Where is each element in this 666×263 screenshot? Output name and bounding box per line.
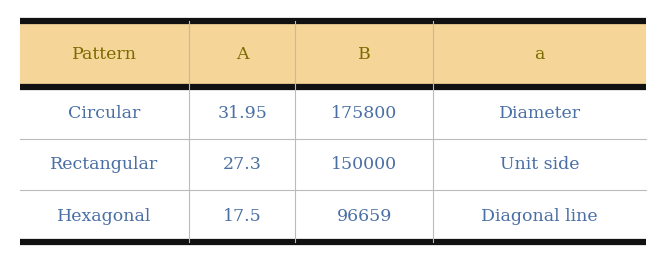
Text: Circular: Circular [69,105,141,122]
Bar [296,21,433,87]
Text: 175800: 175800 [331,105,398,122]
Text: Diameter: Diameter [499,105,581,122]
Bar [433,139,646,190]
Bar [296,139,433,190]
Bar [296,190,433,242]
Bar [433,21,646,87]
Text: Pattern: Pattern [72,46,137,63]
Bar [20,190,189,242]
Bar [296,87,433,139]
Bar [20,21,189,87]
Bar [433,190,646,242]
Text: 150000: 150000 [331,156,398,173]
Bar [20,87,189,139]
Bar [189,190,296,242]
Bar [433,87,646,139]
Bar [189,21,296,87]
Text: Unit side: Unit side [500,156,579,173]
Text: B: B [358,46,371,63]
Text: Hexagonal: Hexagonal [57,208,152,225]
Text: Rectangular: Rectangular [51,156,159,173]
Text: Diagonal line: Diagonal line [482,208,598,225]
Bar [189,139,296,190]
Bar [189,87,296,139]
Text: 31.95: 31.95 [217,105,267,122]
Text: a: a [534,46,545,63]
Text: 27.3: 27.3 [223,156,262,173]
Bar [20,139,189,190]
Text: 96659: 96659 [336,208,392,225]
Text: A: A [236,46,248,63]
Text: 17.5: 17.5 [223,208,262,225]
